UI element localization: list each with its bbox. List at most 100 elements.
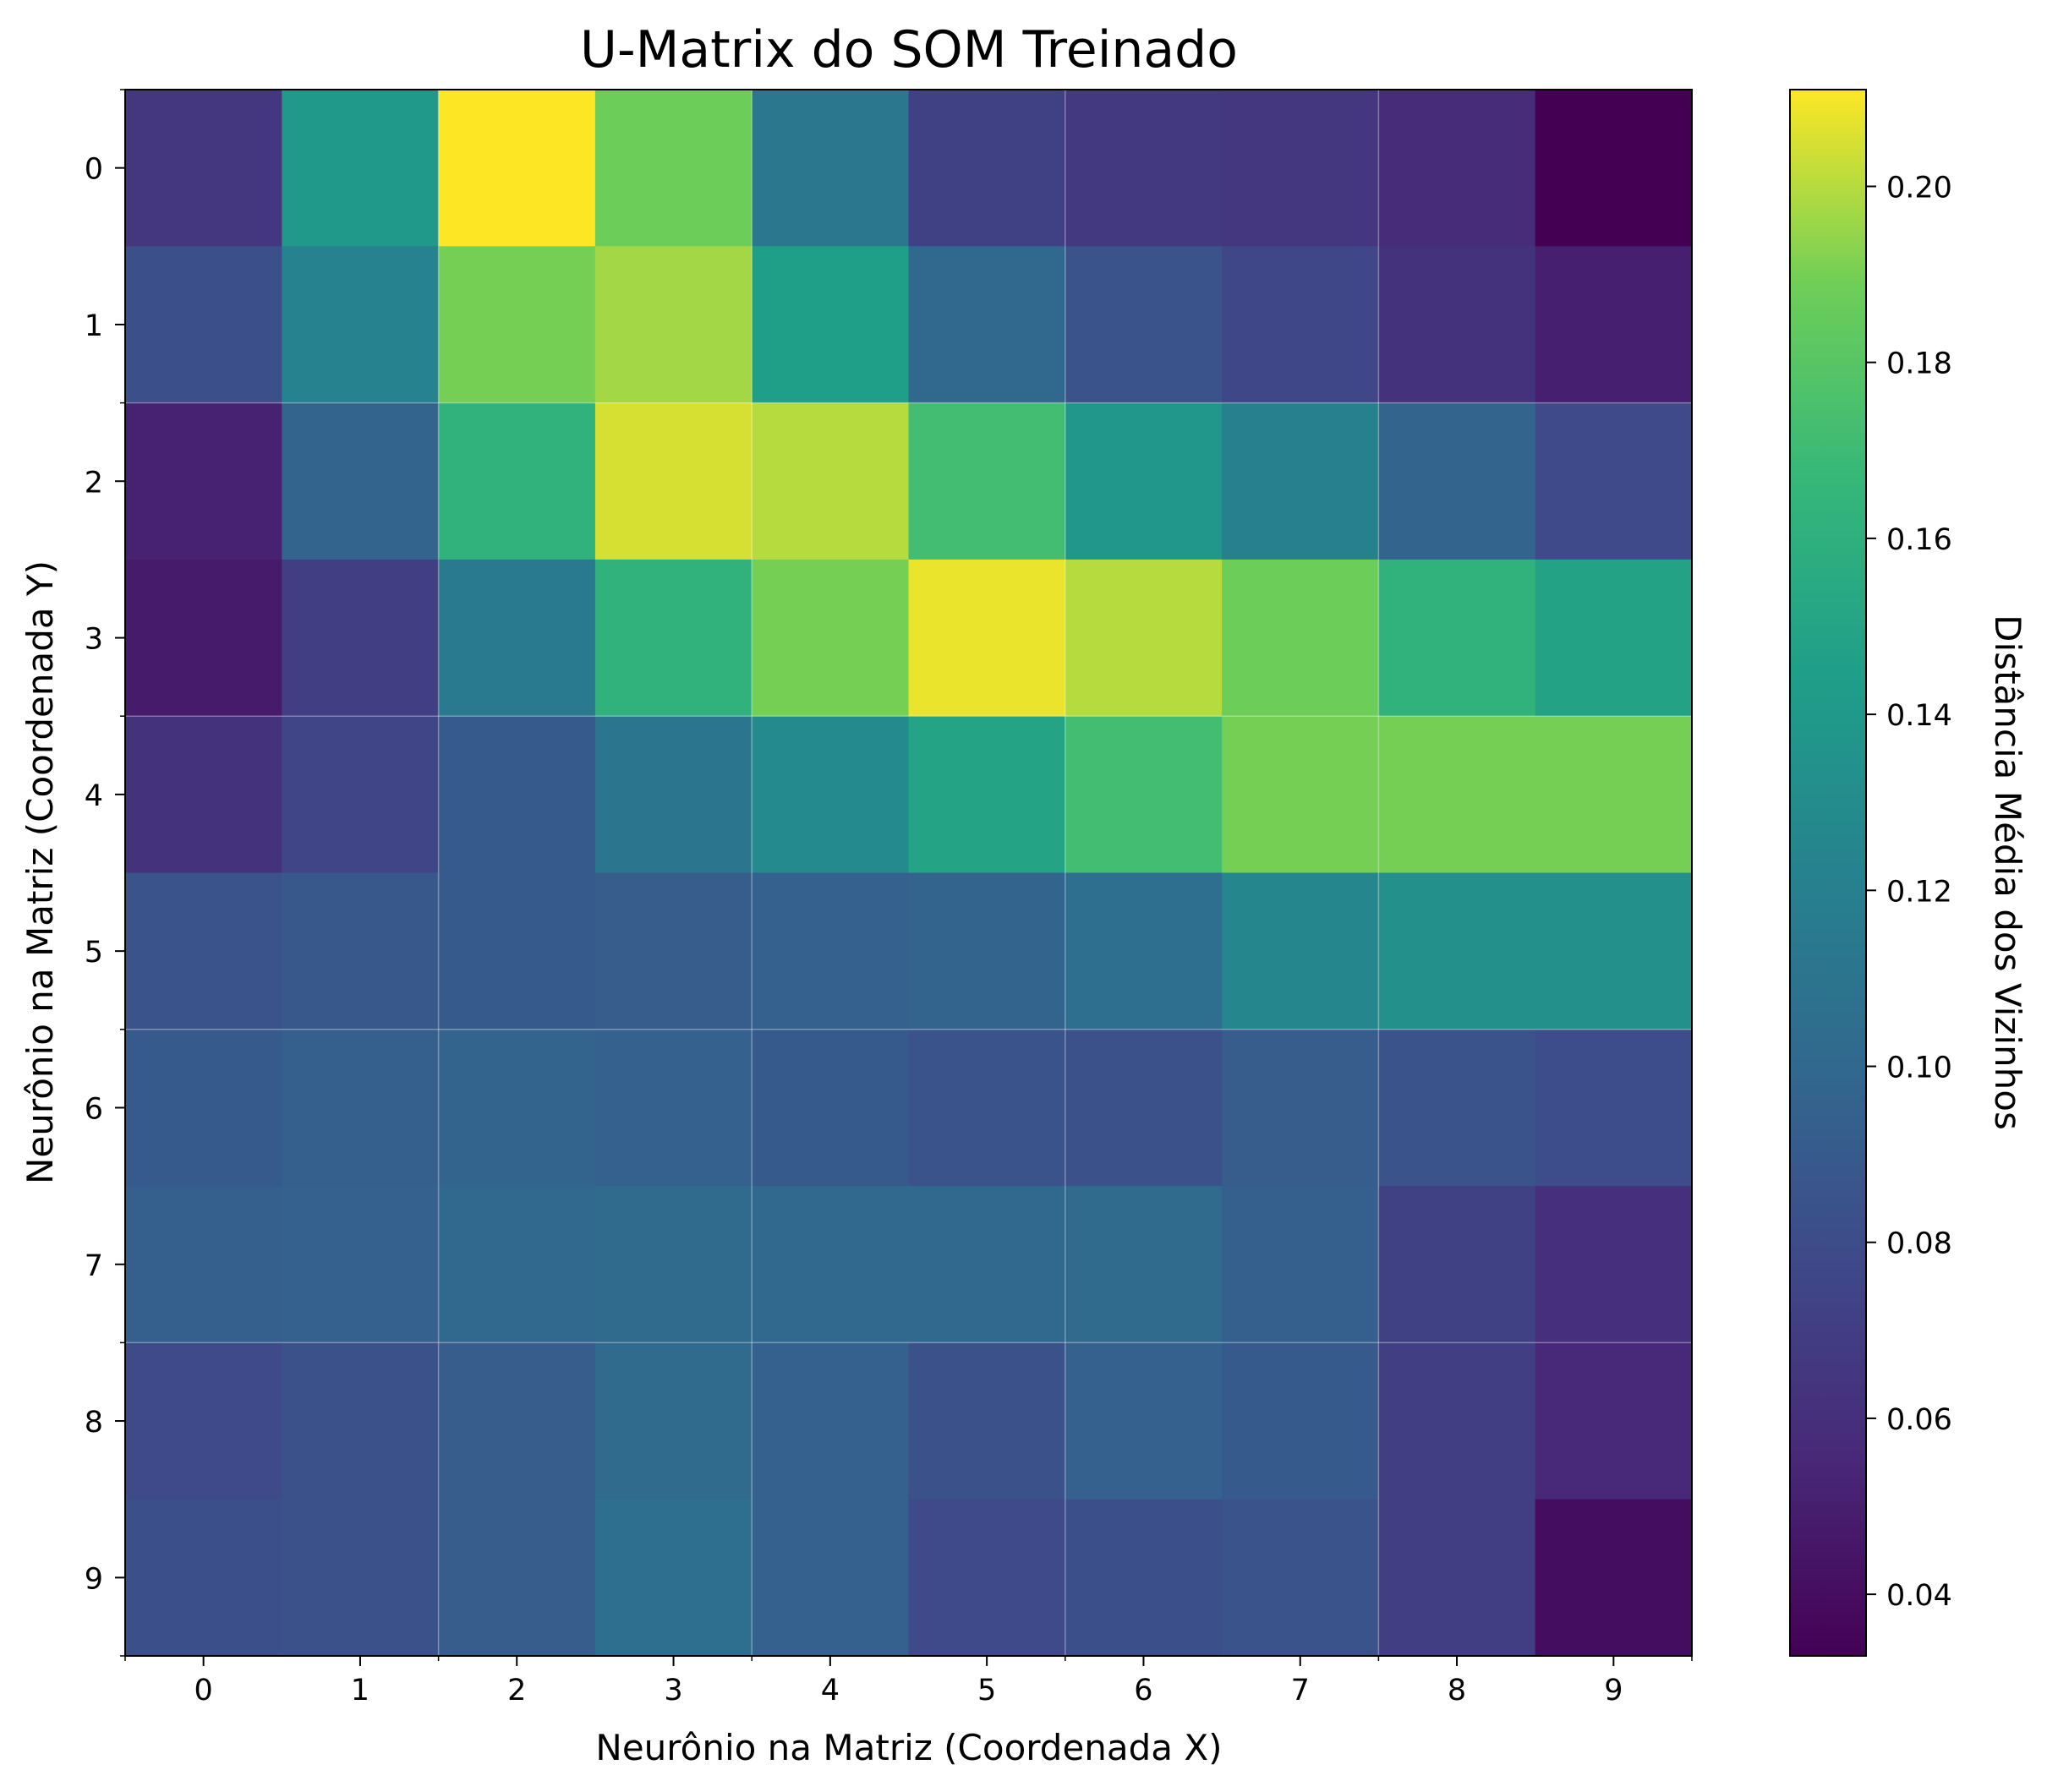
heatmap-cell-r1-c8 bbox=[1378, 246, 1536, 404]
heatmap-cell-r2-c3 bbox=[594, 402, 753, 560]
colorbar-tick-label: 0.10 bbox=[1886, 1052, 1952, 1085]
heatmap-cell-r7-c2 bbox=[438, 1186, 596, 1343]
heatmap-cell-r2-c2 bbox=[438, 402, 596, 560]
heatmap-cell-r2-c0 bbox=[125, 402, 282, 560]
y-tick-label: 1 bbox=[85, 309, 103, 343]
heatmap-cell-r7-c1 bbox=[282, 1186, 440, 1343]
x-tick-label: 1 bbox=[351, 1674, 369, 1707]
colorbar-tick-label: 0.04 bbox=[1886, 1579, 1952, 1613]
heatmap-cell-r8-c2 bbox=[438, 1342, 596, 1500]
plot-frame bbox=[124, 89, 1693, 1657]
x-tick-label: 3 bbox=[664, 1674, 682, 1707]
heatmap-cell-r4-c3 bbox=[594, 716, 753, 874]
heatmap-cell-r0-c6 bbox=[1065, 90, 1223, 247]
x-tick-label: 0 bbox=[194, 1674, 213, 1707]
heatmap-cell-r1-c6 bbox=[1065, 246, 1223, 404]
heatmap-cell-r6-c0 bbox=[125, 1029, 282, 1187]
heatmap-cell-r1-c3 bbox=[594, 246, 753, 404]
heatmap-cell-r0-c8 bbox=[1378, 90, 1536, 247]
heatmap-cell-r6-c5 bbox=[908, 1029, 1066, 1187]
heatmap-cell-r1-c5 bbox=[908, 246, 1066, 404]
heatmap-cell-r6-c9 bbox=[1535, 1029, 1693, 1187]
y-tick-label: 3 bbox=[85, 623, 103, 657]
heatmap-cell-r7-c7 bbox=[1222, 1186, 1379, 1343]
x-tick-label: 2 bbox=[507, 1674, 526, 1707]
heatmap-cell-r7-c5 bbox=[908, 1186, 1066, 1343]
heatmap-cell-r8-c1 bbox=[282, 1342, 440, 1500]
heatmap-cell-r4-c0 bbox=[125, 716, 282, 874]
heatmap-cell-r4-c2 bbox=[438, 716, 596, 874]
heatmap-cell-r2-c9 bbox=[1535, 402, 1693, 560]
heatmap-cell-r2-c6 bbox=[1065, 402, 1223, 560]
colorbar-tick-label: 0.12 bbox=[1886, 875, 1952, 909]
heatmap-cell-r9-c2 bbox=[438, 1499, 596, 1657]
heatmap-cell-r8-c9 bbox=[1535, 1342, 1693, 1500]
y-tick-label: 7 bbox=[85, 1249, 103, 1283]
heatmap-cell-r1-c2 bbox=[438, 246, 596, 404]
x-tick-label: 4 bbox=[821, 1674, 840, 1707]
heatmap-cell-r0-c5 bbox=[908, 90, 1066, 247]
heatmap-cell-r4-c7 bbox=[1222, 716, 1379, 874]
heatmap-cell-r0-c4 bbox=[752, 90, 910, 247]
heatmap-cell-r4-c5 bbox=[908, 716, 1066, 874]
heatmap-cell-r3-c1 bbox=[282, 559, 440, 717]
y-tick-label: 4 bbox=[85, 779, 103, 813]
colorbar-ticks: 0.04 0.06 0.08 0.10 0.12 0.14 0.16 0.18 0.20 bbox=[1866, 172, 1952, 1613]
heatmap-cell-r4-c9 bbox=[1535, 716, 1693, 874]
x-axis-label: Neurônio na Matriz (Coordenada X) bbox=[595, 1727, 1222, 1768]
heatmap-cell-r9-c1 bbox=[282, 1499, 440, 1657]
heatmap-cell-r7-c8 bbox=[1378, 1186, 1536, 1343]
y-tick-label: 6 bbox=[85, 1092, 103, 1126]
colorbar-tick-label: 0.20 bbox=[1886, 172, 1952, 205]
heatmap-cell-r0-c1 bbox=[282, 90, 440, 247]
heatmap-cell-r9-c7 bbox=[1222, 1499, 1379, 1657]
heatmap-cell-r4-c6 bbox=[1065, 716, 1223, 874]
heatmap-cell-r7-c9 bbox=[1535, 1186, 1693, 1343]
heatmap-cell-r6-c8 bbox=[1378, 1029, 1536, 1187]
heatmap-cell-r6-c4 bbox=[752, 1029, 910, 1187]
colorbar-tick-label: 0.14 bbox=[1886, 699, 1952, 733]
y-tick-label: 5 bbox=[85, 936, 103, 970]
heatmap-cell-r6-c7 bbox=[1222, 1029, 1379, 1187]
y-tick-label: 8 bbox=[85, 1406, 103, 1440]
y-axis-label: Neurônio na Matriz (Coordenada Y) bbox=[19, 560, 61, 1184]
x-tick-label: 6 bbox=[1134, 1674, 1152, 1707]
heatmap-cell-r3-c8 bbox=[1378, 559, 1536, 717]
heatmap-cell-r3-c3 bbox=[594, 559, 753, 717]
heatmap-cell-r6-c2 bbox=[438, 1029, 596, 1187]
heatmap-cell-r5-c6 bbox=[1065, 872, 1223, 1030]
colorbar-tick-label: 0.06 bbox=[1886, 1403, 1952, 1437]
chart-title: U-Matrix do SOM Treinado bbox=[580, 20, 1238, 79]
heatmap-cell-r2-c4 bbox=[752, 402, 910, 560]
heatmap-cell-r9-c4 bbox=[752, 1499, 910, 1657]
y-axis-ticks: 0 1 2 3 4 5 6 7 8 9 bbox=[85, 89, 125, 1657]
heatmap-cell-r3-c2 bbox=[438, 559, 596, 717]
heatmap-cell-r8-c5 bbox=[908, 1342, 1066, 1500]
heatmap-cell-r3-c9 bbox=[1535, 559, 1693, 717]
heatmap-cell-r8-c8 bbox=[1378, 1342, 1536, 1500]
heatmap-cell-r8-c7 bbox=[1222, 1342, 1379, 1500]
heatmap-cell-r2-c5 bbox=[908, 402, 1066, 560]
heatmap-cell-r5-c1 bbox=[282, 872, 440, 1030]
heatmap-cell-r1-c9 bbox=[1535, 246, 1693, 404]
heatmap-cell-r2-c8 bbox=[1378, 402, 1536, 560]
heatmap-cell-r0-c2 bbox=[438, 90, 596, 247]
colorbar-gradient bbox=[1789, 89, 1867, 1657]
y-tick-label: 0 bbox=[85, 153, 103, 187]
heatmap-cell-r9-c0 bbox=[125, 1499, 282, 1657]
heatmap-cell-r7-c3 bbox=[594, 1186, 753, 1343]
heatmap-cell-r9-c5 bbox=[908, 1499, 1066, 1657]
heatmap-cells bbox=[125, 90, 1693, 1657]
heatmap-cell-r4-c8 bbox=[1378, 716, 1536, 874]
heatmap-cell-r3-c6 bbox=[1065, 559, 1223, 717]
heatmap-grid bbox=[125, 90, 1692, 1656]
heatmap-cell-r5-c0 bbox=[125, 872, 282, 1030]
heatmap-cell-r5-c3 bbox=[594, 872, 753, 1030]
heatmap-cell-r5-c5 bbox=[908, 872, 1066, 1030]
heatmap-cell-r3-c5 bbox=[908, 559, 1066, 717]
y-tick-label: 2 bbox=[85, 466, 103, 500]
heatmap-cell-r4-c4 bbox=[752, 716, 910, 874]
heatmap-cell-r7-c0 bbox=[125, 1186, 282, 1343]
y-tick-label: 9 bbox=[85, 1562, 103, 1596]
